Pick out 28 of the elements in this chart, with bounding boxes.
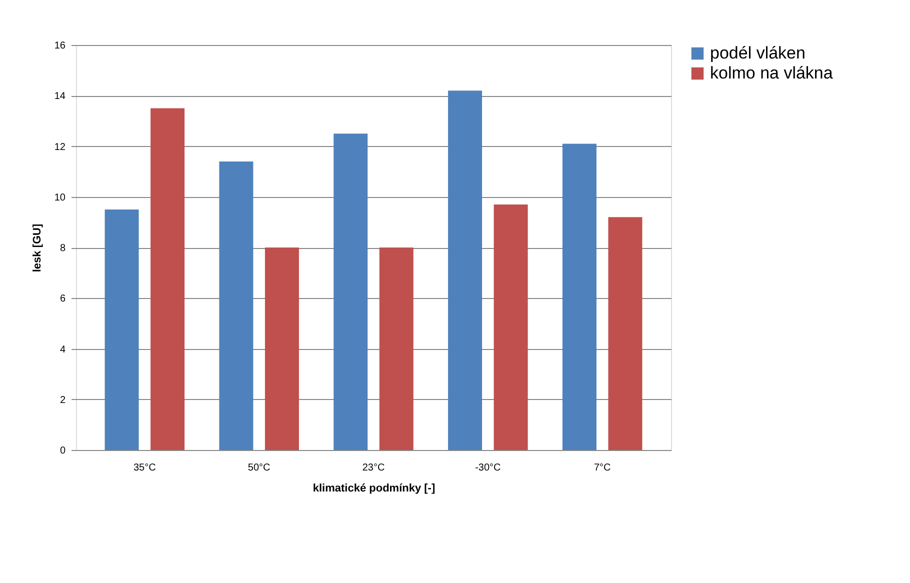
legend-label: kolmo na vlákna [710, 64, 834, 82]
x-tick-label: 7°C [594, 462, 611, 474]
x-tick-label: -30°C [475, 462, 501, 474]
x-axis-title: klimatické podmínky [-] [312, 482, 436, 494]
bar [104, 210, 139, 450]
y-tick-label: 0 [60, 446, 66, 456]
bar [608, 217, 642, 450]
y-tick-label: 16 [54, 40, 66, 52]
bar [264, 248, 299, 450]
x-tick-label: 50°C [248, 462, 270, 474]
x-tick-label: 23°C [362, 462, 385, 474]
y-tick-label: 12 [54, 142, 66, 153]
bar [448, 90, 482, 450]
y-tick-label: 14 [54, 91, 66, 102]
x-tick-label: 35°C [133, 462, 156, 474]
bar [334, 134, 368, 450]
bar [150, 108, 185, 450]
bar [494, 204, 528, 450]
y-tick-label: 4 [60, 344, 66, 356]
bar [219, 161, 254, 450]
y-tick-label: 6 [60, 294, 66, 305]
bar [562, 144, 596, 450]
y-tick-label: 8 [60, 243, 66, 254]
y-tick-label: 10 [54, 192, 66, 204]
bar [379, 248, 414, 450]
y-axis-title: lesk [GU] [31, 224, 44, 272]
legend-label: podél vláken [710, 44, 806, 62]
y-tick-label: 2 [60, 394, 66, 406]
